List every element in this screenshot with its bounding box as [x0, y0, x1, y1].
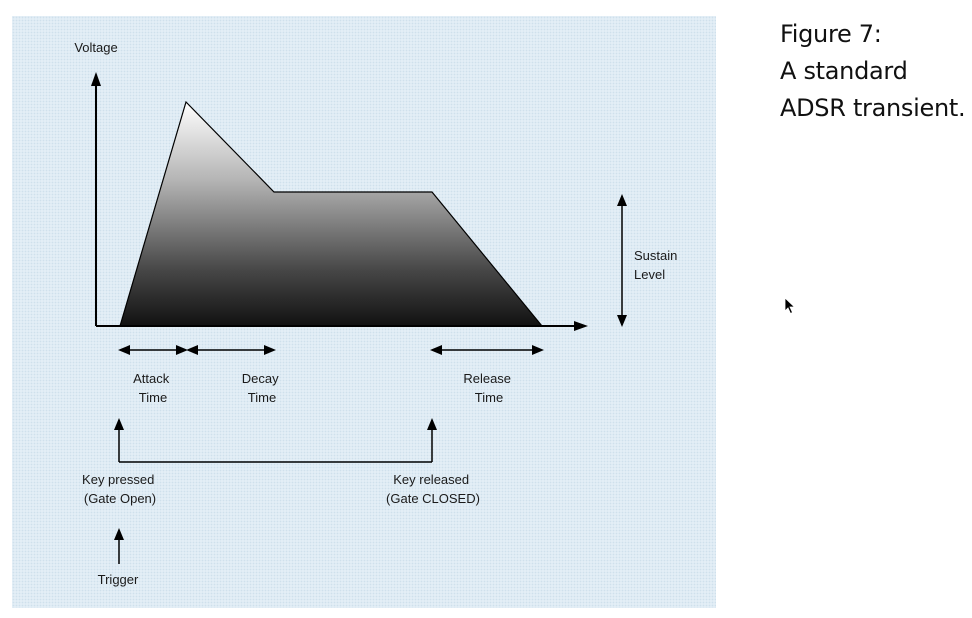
key-pressed-label: Key pressed (Gate Open)	[82, 472, 158, 506]
adsr-diagram: Voltage Sustain Level Attack Time	[74, 40, 681, 587]
y-axis-label: Voltage	[74, 40, 117, 55]
gate-connector	[114, 418, 437, 463]
sustain-level-arrow	[617, 194, 627, 327]
sustain-level-label: Sustain Level	[634, 248, 681, 282]
release-time-label: Release Time	[463, 371, 514, 405]
adsr-envelope-shape	[119, 100, 544, 327]
trigger-label: Trigger	[98, 572, 139, 587]
decay-time-label: Decay Time	[242, 371, 282, 405]
y-axis	[91, 72, 101, 326]
key-released-label: Key released (Gate CLOSED)	[386, 472, 480, 506]
attack-time-label: Attack Time	[133, 371, 173, 405]
diagram-panel: Voltage Sustain Level Attack Time	[12, 16, 716, 608]
caption-line-1: Figure 7:	[780, 20, 882, 48]
x-axis	[96, 321, 588, 331]
figure-caption: Figure 7: A standard ADSR transient.	[780, 16, 970, 127]
mouse-pointer-icon	[784, 297, 796, 315]
trigger-arrow	[114, 528, 124, 564]
caption-line-2: A standard	[780, 57, 908, 85]
caption-line-3: ADSR transient.	[780, 94, 966, 122]
release-time-arrow	[430, 345, 544, 355]
attack-time-arrow	[118, 345, 188, 355]
decay-time-arrow	[186, 345, 276, 355]
